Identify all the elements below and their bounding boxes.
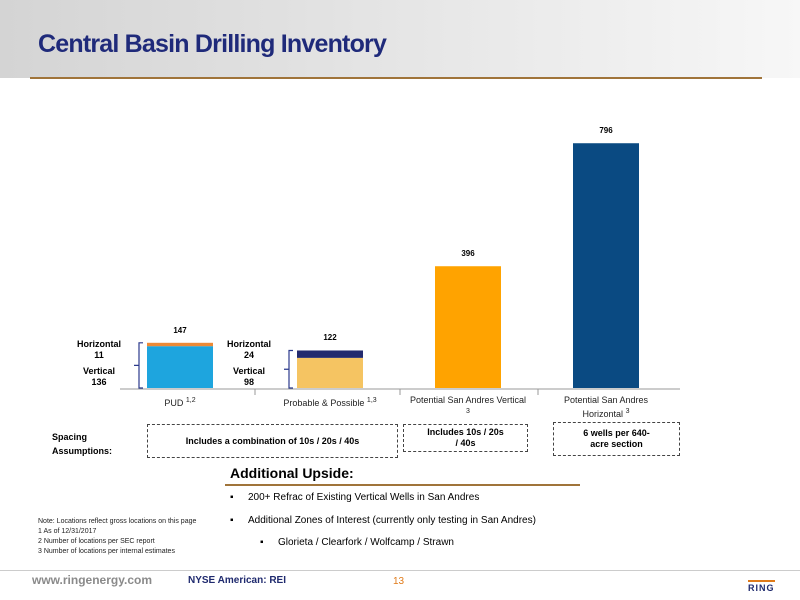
spacing-label: Spacing Assumptions: (52, 432, 113, 456)
bracket (284, 349, 293, 389)
spacing-box: Includes a combination of 10s / 20s / 40… (147, 424, 398, 458)
note: 2 Number of locations per SEC report (38, 538, 155, 545)
segment-value: 136 (91, 377, 107, 387)
upside-heading: Additional Upside: (230, 465, 354, 481)
segment-name: Vertical (232, 366, 266, 376)
note: 1 As of 12/31/2017 (38, 528, 97, 535)
segment-value: 24 (243, 350, 254, 360)
category-name: Potential San Andres Horizontal (563, 395, 649, 419)
segment-label: Horizontal 11 (69, 339, 129, 361)
slide-title: Central Basin Drilling Inventory (38, 30, 387, 58)
footnote-ref: 3 (625, 408, 630, 415)
spacing-box: Includes 10s / 20s / 40s (403, 424, 528, 452)
bar-segment (297, 350, 363, 358)
category-label: Potential San Andres Vertical 3 (409, 395, 527, 420)
category-name: Probable & Possible (283, 398, 365, 408)
bar-segment (147, 346, 213, 388)
category-label: Probable & Possible 1,3 (271, 395, 389, 409)
footnote-ref: 1,3 (366, 397, 377, 404)
category-label: PUD 1,2 (121, 395, 239, 409)
segment-value: 11 (94, 350, 104, 360)
upside-rule (225, 484, 580, 486)
sub-bullet: Glorieta / Clearfork / Wolfcamp / Strawn (260, 537, 454, 548)
ticker: NYSE American: REI (188, 575, 286, 586)
note: Note: Locations reflect gross locations … (38, 518, 197, 525)
footer-rule (0, 570, 800, 571)
spacing-box: 6 wells per 640- acre section (553, 422, 680, 456)
category-name: Potential San Andres Vertical (409, 395, 527, 405)
website: www.ringenergy.com (32, 573, 153, 587)
footnote-ref: 3 (466, 408, 470, 415)
segment-label: Horizontal 24 (219, 339, 279, 361)
total-label: 122 (323, 333, 337, 343)
title-rule (30, 77, 762, 79)
footnote-ref: 1,2 (185, 397, 196, 404)
segment-name: Vertical (82, 366, 116, 376)
bar-segment (297, 357, 363, 388)
segment-label: Vertical 136 (69, 366, 129, 388)
category-label: Potential San Andres Horizontal 3 (547, 395, 665, 420)
logo: RING (748, 580, 775, 593)
total-label: 396 (461, 249, 475, 259)
bullet: 200+ Refrac of Existing Vertical Wells i… (230, 492, 479, 503)
segment-label: Vertical 98 (219, 366, 279, 388)
title-band (0, 0, 800, 78)
bar (435, 266, 501, 388)
note: 3 Number of locations per internal estim… (38, 548, 175, 555)
segment-name: Horizontal (227, 339, 271, 349)
bar-segment (147, 342, 213, 347)
bar (573, 143, 639, 388)
total-label: 796 (599, 126, 613, 136)
bullet: Additional Zones of Interest (currently … (230, 515, 536, 526)
page-number: 13 (393, 576, 405, 587)
segment-name: Horizontal (77, 339, 121, 349)
total-label: 147 (173, 325, 187, 335)
bracket (134, 342, 143, 389)
category-name: PUD (164, 398, 184, 408)
segment-value: 98 (243, 377, 254, 387)
